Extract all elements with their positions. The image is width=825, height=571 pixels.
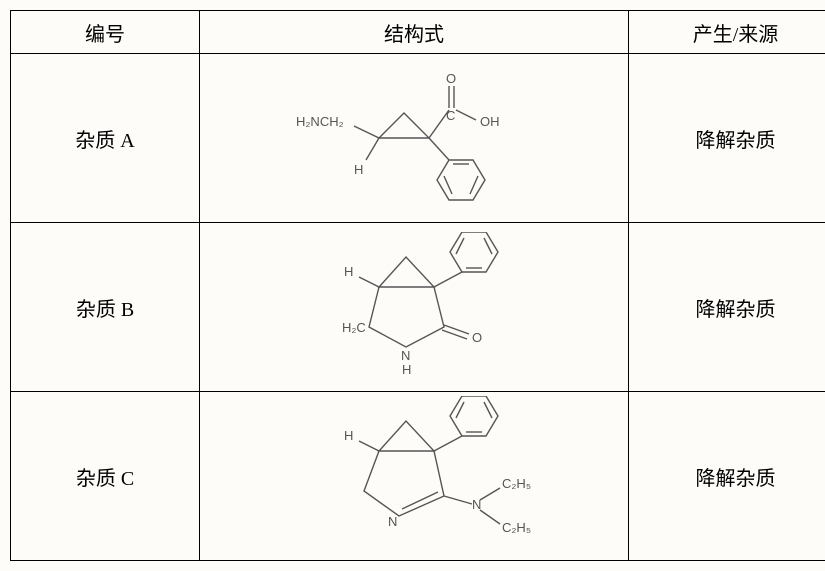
label-o-a: O: [446, 71, 456, 86]
cell-source-a: 降解杂质: [629, 54, 825, 223]
structure-b-svg: H H₂C N H O: [284, 232, 544, 382]
label-nh-sub-b: H: [402, 362, 411, 377]
label-c-a: C: [446, 108, 455, 123]
cell-source-b: 降解杂质: [629, 223, 825, 392]
cell-structure-b: H H₂C N H O: [200, 223, 629, 392]
label-c2h5-1: C₂H₅: [502, 476, 531, 491]
table-header-row: 编号 结构式 产生/来源: [11, 11, 825, 54]
header-structure: 结构式: [200, 11, 629, 54]
label-o-b: O: [472, 330, 482, 345]
label-n-b: N: [401, 348, 410, 363]
label-h-c: H: [344, 428, 353, 443]
cell-source-c: 降解杂质: [629, 392, 825, 561]
label-c2h5-2: C₂H₅: [502, 520, 531, 535]
structure-c-svg: H N N C₂H₅ C₂H₅: [284, 396, 544, 556]
cell-id-b: 杂质 B: [11, 223, 200, 392]
label-h-b: H: [344, 264, 353, 279]
cell-structure-a: H₂NCH₂ H C O OH: [200, 54, 629, 223]
label-h2nch2: H₂NCH₂: [296, 114, 344, 129]
impurity-table: 编号 结构式 产生/来源 杂质 A: [10, 10, 825, 561]
label-n2-c: N: [472, 497, 481, 512]
table-row: 杂质 A: [11, 54, 825, 223]
cell-id-a: 杂质 A: [11, 54, 200, 223]
cell-id-c: 杂质 C: [11, 392, 200, 561]
label-h-a: H: [354, 162, 363, 177]
table-row: 杂质 B: [11, 223, 825, 392]
label-n1-c: N: [388, 514, 397, 529]
structure-a-svg: H₂NCH₂ H C O OH: [284, 68, 544, 208]
header-source: 产生/来源: [629, 11, 825, 54]
label-h2c-b: H₂C: [342, 320, 366, 335]
cell-structure-c: H N N C₂H₅ C₂H₅: [200, 392, 629, 561]
header-id: 编号: [11, 11, 200, 54]
table-row: 杂质 C: [11, 392, 825, 561]
label-oh-a: OH: [480, 114, 500, 129]
